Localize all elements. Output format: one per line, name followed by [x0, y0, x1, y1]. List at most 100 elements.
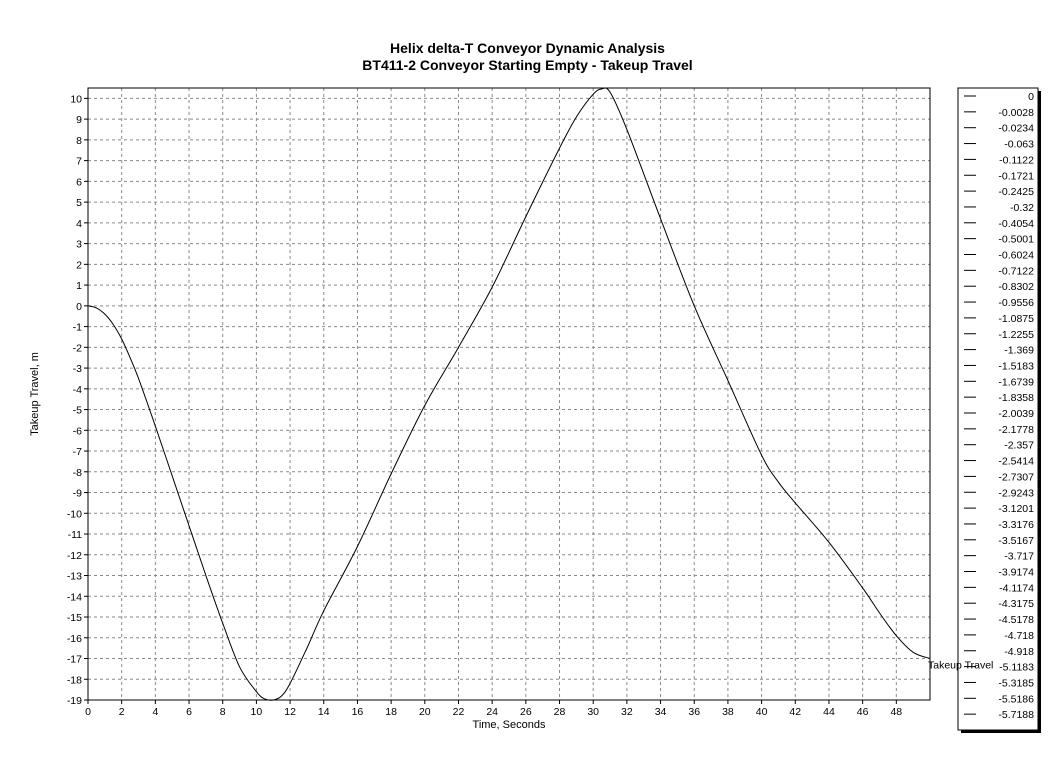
legend-entry: -5.1183 [999, 662, 1034, 674]
legend-entry: -0.2425 [998, 186, 1034, 198]
series-end-label: Takeup Travel [928, 660, 993, 672]
y-tick-label: 8 [76, 135, 82, 147]
legend-entry: -4.918 [1004, 646, 1034, 658]
legend-entry: -5.7188 [998, 709, 1034, 721]
y-tick-label: 9 [76, 114, 82, 126]
legend-entry: -0.0028 [998, 107, 1034, 119]
y-tick-label: -5 [73, 405, 82, 417]
legend-entry: -2.357 [1004, 440, 1034, 452]
y-tick-label: -7 [73, 446, 82, 458]
legend-entry: -1.5183 [998, 360, 1034, 372]
y-tick-label: -12 [67, 550, 82, 562]
x-tick-label: 28 [554, 706, 566, 718]
y-tick-label: 10 [70, 93, 82, 105]
legend-entry: -0.1721 [998, 170, 1034, 182]
legend-entry: -2.7307 [998, 471, 1034, 483]
x-tick-label: 22 [453, 706, 465, 718]
y-tick-label: -3 [73, 363, 82, 375]
x-tick-label: 32 [621, 706, 633, 718]
x-tick-label: 30 [587, 706, 599, 718]
y-tick-label: 0 [76, 301, 82, 313]
legend-entry: -1.369 [1004, 345, 1034, 357]
chart-subtitle: BT411-2 Conveyor Starting Empty - Takeup… [362, 57, 693, 73]
legend-entry: -1.2255 [998, 329, 1034, 341]
legend-entry: -4.718 [1004, 630, 1034, 642]
x-tick-label: 6 [186, 706, 192, 718]
legend-entry: -1.6739 [998, 376, 1034, 388]
legend-entry: -3.717 [1004, 551, 1034, 563]
grid-lines [88, 88, 930, 700]
y-tick-label: -18 [67, 674, 82, 686]
x-axis-ticks: 0 2 4 6 8 10 12 14 16 18 20 22 24 26 28 30 32 34 36 38 40 42 4… [85, 700, 902, 718]
legend-entry: -5.5186 [998, 693, 1034, 705]
x-tick-label: 8 [220, 706, 226, 718]
legend-box [957, 87, 1039, 731]
y-tick-label: 2 [76, 259, 82, 271]
legend-entry: -0.7122 [998, 265, 1034, 277]
y-tick-label: 1 [76, 280, 82, 292]
y-tick-label: 6 [76, 176, 82, 188]
y-axis-ticks: 109876543210-1-2-3-4-5-6-7-8-9-10-11-12-… [67, 93, 88, 707]
y-tick-label: 7 [76, 156, 82, 168]
y-tick-label: -1 [73, 322, 82, 334]
legend-entry: -2.0039 [998, 408, 1034, 420]
legend-entry: -1.8358 [998, 392, 1034, 404]
x-tick-label: 12 [284, 706, 296, 718]
y-tick-label: -11 [68, 529, 83, 541]
legend-entry: -3.5167 [998, 535, 1034, 547]
legend-entry: -4.5178 [998, 614, 1034, 626]
x-tick-label: 36 [688, 706, 700, 718]
y-tick-label: -14 [67, 591, 82, 603]
series-line-takeup-travel [87, 87, 931, 701]
y-tick-label: 5 [76, 197, 82, 209]
x-tick-label: 14 [318, 706, 330, 718]
x-tick-label: 48 [890, 706, 902, 718]
y-tick-label: 4 [76, 218, 82, 230]
x-tick-label: 46 [857, 706, 869, 718]
legend-entry: -2.9243 [998, 487, 1034, 499]
x-tick-label: 44 [823, 706, 835, 718]
x-axis-label: Time, Seconds [473, 719, 546, 731]
x-tick-label: 2 [119, 706, 125, 718]
legend-entry: -0.32 [1010, 202, 1034, 214]
legend-entry: -1.0875 [998, 313, 1034, 325]
y-tick-label: -6 [73, 425, 82, 437]
y-tick-label: -19 [67, 695, 82, 707]
legend-entry: -4.1174 [999, 582, 1034, 594]
y-tick-label: -2 [73, 342, 82, 354]
y-tick-label: -13 [67, 571, 82, 583]
legend-entry: -3.3176 [998, 519, 1034, 531]
x-tick-label: 40 [756, 706, 768, 718]
y-tick-label: 3 [76, 239, 82, 251]
legend-entry: -0.5001 [998, 234, 1034, 246]
y-tick-label: -17 [67, 654, 82, 666]
y-tick-label: -8 [73, 467, 82, 479]
legend-entry: -0.8302 [998, 281, 1034, 293]
y-tick-label: -16 [67, 633, 82, 645]
x-tick-label: 16 [352, 706, 364, 718]
legend: 0 -0.0028 -0.0234 -0.063 -0.1122 -0.1721 -0.24… [957, 87, 1041, 733]
x-tick-label: 20 [419, 706, 431, 718]
legend-entry: -0.4054 [998, 218, 1034, 230]
x-tick-label: 26 [520, 706, 532, 718]
y-tick-label: -15 [67, 612, 82, 624]
x-tick-label: 42 [789, 706, 801, 718]
x-tick-label: 24 [486, 706, 498, 718]
y-axis-label: Takeup Travel, m [29, 352, 41, 436]
x-tick-label: 0 [85, 706, 91, 718]
legend-entry: -0.9556 [998, 297, 1034, 309]
x-tick-label: 4 [152, 706, 158, 718]
x-tick-label: 10 [251, 706, 263, 718]
legend-entry: -0.6024 [998, 250, 1034, 262]
legend-entry: -0.1122 [999, 154, 1034, 166]
y-tick-label: -10 [67, 508, 82, 520]
legend-entry: -5.3185 [998, 677, 1034, 689]
legend-entry: -0.0234 [998, 123, 1034, 135]
x-tick-label: 18 [385, 706, 397, 718]
y-tick-label: -4 [73, 384, 82, 396]
x-tick-label: 34 [655, 706, 667, 718]
legend-entry: -3.1201 [998, 503, 1034, 515]
legend-entry: -2.1778 [998, 424, 1034, 436]
legend-entry: -4.3175 [998, 598, 1034, 610]
